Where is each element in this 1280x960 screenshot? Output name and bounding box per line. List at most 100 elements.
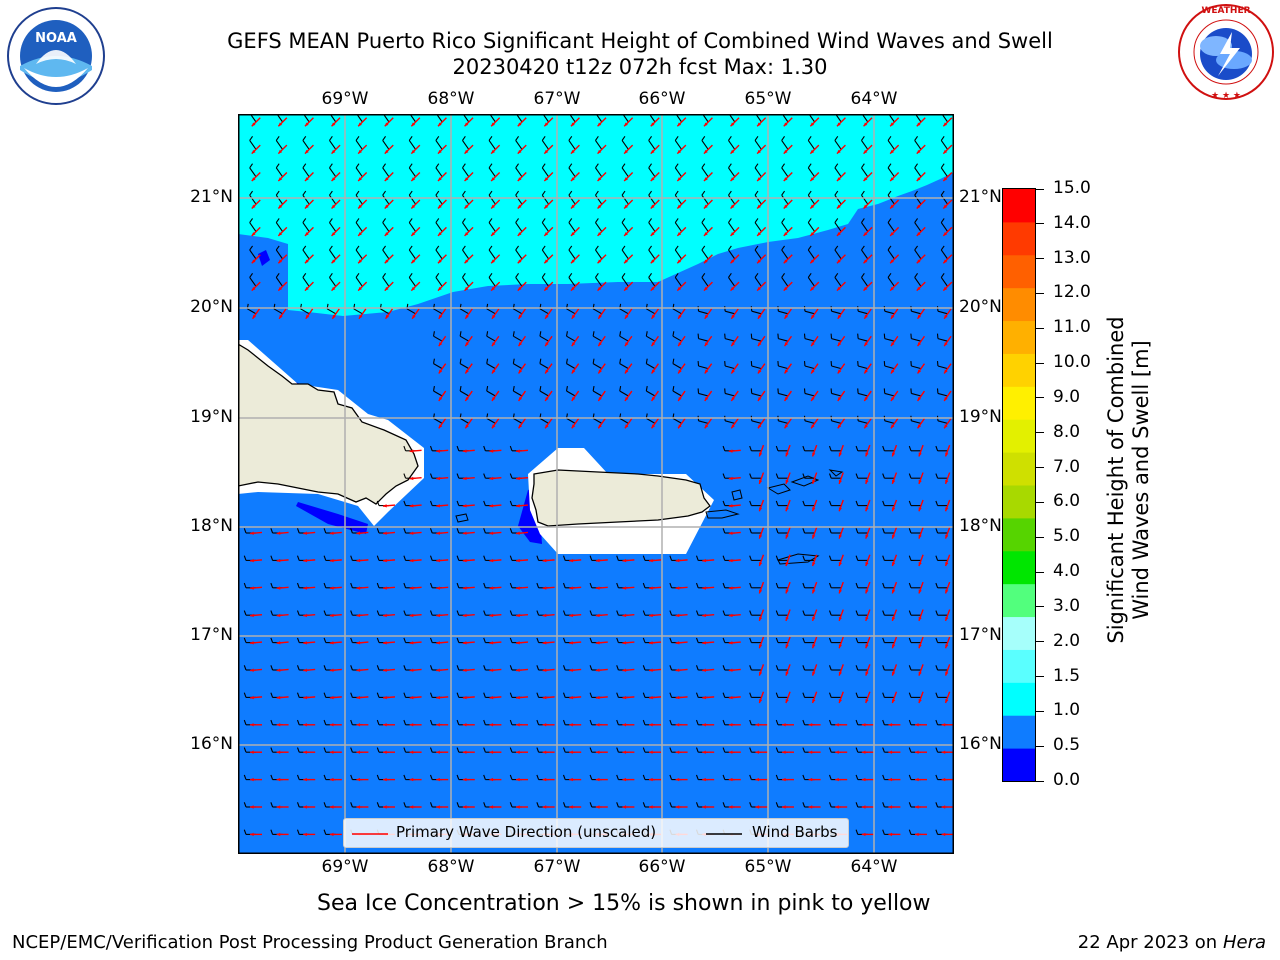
wind-barb bbox=[831, 338, 842, 342]
wave-direction-arrowhead bbox=[651, 342, 656, 347]
wave-direction-arrowhead bbox=[278, 259, 283, 264]
wind-barb-feather bbox=[855, 747, 859, 753]
wave-direction-arrowhead bbox=[891, 562, 896, 567]
wind-barb-feather bbox=[376, 555, 380, 561]
wind-barb-feather bbox=[355, 190, 360, 196]
wind-barb-feather bbox=[512, 331, 515, 337]
wind-barb-feather bbox=[376, 610, 380, 616]
colorbar-tick-label: 12.0 bbox=[1053, 282, 1091, 303]
wave-direction-arrowhead bbox=[728, 558, 733, 563]
wind-barb-feather bbox=[807, 163, 812, 169]
wave-direction-arrowhead bbox=[384, 232, 389, 236]
wind-barb bbox=[459, 308, 470, 315]
wind-barb-feather bbox=[669, 802, 673, 808]
wave-direction-arrowhead bbox=[624, 396, 629, 401]
wave-direction-arrowhead bbox=[251, 259, 256, 264]
wave-direction-arrowhead bbox=[304, 204, 309, 209]
wave-direction-arrowhead bbox=[757, 342, 762, 347]
wave-direction-arrowhead bbox=[622, 668, 627, 672]
wind-barb bbox=[515, 249, 523, 260]
wind-barb-feather bbox=[834, 245, 839, 251]
wave-direction-arrowhead bbox=[651, 396, 656, 401]
wave-direction-arrowhead bbox=[491, 369, 496, 374]
island bbox=[455, 513, 469, 523]
wind-barb-feather bbox=[462, 190, 466, 196]
wave-direction-arrowhead bbox=[811, 424, 815, 429]
wave-direction-arrowhead bbox=[436, 476, 440, 481]
wind-barb-feather bbox=[509, 555, 513, 561]
wave-direction-arrowhead bbox=[383, 695, 387, 700]
wind-barb-feather bbox=[350, 610, 353, 616]
wave-direction-arrowhead bbox=[329, 668, 334, 672]
wind-barb bbox=[302, 194, 310, 205]
wind-barb-feather bbox=[435, 190, 440, 196]
wind-barb bbox=[355, 194, 363, 205]
wind-barb-feather bbox=[382, 190, 387, 196]
wind-barb bbox=[804, 365, 815, 370]
wave-direction-arrowhead bbox=[569, 668, 573, 672]
wave-direction-arrowhead bbox=[943, 204, 948, 209]
wind-barb-feather bbox=[701, 245, 706, 251]
footer-date-text: 22 Apr 2023 on bbox=[1077, 932, 1223, 953]
wind-barb bbox=[619, 308, 629, 315]
wind-barb bbox=[834, 277, 842, 287]
wave-direction-arrowhead bbox=[438, 369, 443, 374]
wave-direction-arrowhead bbox=[678, 342, 682, 347]
wave-direction-arrowhead bbox=[865, 562, 869, 567]
wave-direction-arrowhead bbox=[569, 641, 573, 645]
wave-direction-arrowhead bbox=[703, 177, 708, 182]
colorbar-tick-label: 0.0 bbox=[1053, 770, 1081, 790]
wind-barb-feather bbox=[908, 610, 912, 616]
wind-barb-feather bbox=[512, 358, 515, 364]
wind-barb bbox=[568, 277, 576, 287]
wind-barb-feather bbox=[775, 637, 779, 643]
wind-barb bbox=[486, 363, 496, 370]
wave-direction-arrowhead bbox=[383, 723, 387, 727]
wave-direction-arrowhead bbox=[728, 504, 733, 508]
wave-direction-arrowhead bbox=[728, 695, 733, 700]
wind-barb bbox=[355, 249, 363, 260]
wind-barb bbox=[672, 335, 682, 342]
wave-direction-arrowhead bbox=[810, 259, 815, 264]
wave-direction-arrowhead bbox=[462, 586, 467, 590]
wave-direction-arrowhead bbox=[888, 750, 893, 754]
wind-barb-feather bbox=[775, 774, 779, 780]
wave-direction-arrowhead bbox=[489, 613, 494, 618]
wind-barb-feather bbox=[616, 802, 619, 808]
wind-barb-feather bbox=[828, 802, 832, 808]
wind-barb-feather bbox=[275, 218, 280, 223]
wave-direction-arrowhead bbox=[597, 122, 602, 127]
wind-barb bbox=[831, 420, 842, 424]
wind-barb-feather bbox=[376, 500, 380, 506]
wave-direction-arrowhead bbox=[329, 777, 334, 782]
wave-direction-arrowhead bbox=[436, 558, 440, 563]
wave-direction-arrowhead bbox=[943, 149, 948, 154]
wind-barb-feather bbox=[828, 610, 832, 616]
wave-direction-arrowhead bbox=[518, 396, 523, 401]
wind-barb-feather bbox=[728, 190, 732, 196]
wind-barb bbox=[515, 140, 523, 150]
wind-barb bbox=[353, 308, 363, 315]
wind-barb bbox=[382, 194, 390, 205]
lat-label-left: 21°N bbox=[190, 187, 233, 207]
wave-direction-arrowhead bbox=[703, 122, 708, 127]
wave-direction-arrowhead bbox=[516, 805, 520, 809]
wind-barb bbox=[672, 390, 682, 397]
wind-barb-feather bbox=[701, 163, 706, 169]
wave-direction-arrowhead bbox=[595, 641, 600, 645]
wind-barb-feather bbox=[483, 802, 486, 808]
wave-direction-arrowhead bbox=[728, 668, 733, 672]
wave-direction-arrowhead bbox=[703, 286, 708, 291]
wave-direction-arrowhead bbox=[757, 122, 761, 127]
wave-direction-arrowhead bbox=[811, 369, 815, 374]
wave-direction-arrowhead bbox=[891, 534, 896, 539]
wind-barb-feather bbox=[828, 555, 832, 561]
wave-direction-arrowhead bbox=[303, 586, 307, 590]
wind-barb bbox=[408, 194, 417, 205]
wave-direction-arrowhead bbox=[916, 122, 921, 127]
wave-direction-arrowhead bbox=[358, 177, 362, 182]
wave-direction-arrowhead bbox=[329, 723, 334, 727]
wave-direction-arrowhead bbox=[945, 452, 949, 457]
wind-barb-feather bbox=[429, 582, 433, 588]
wind-barb-feather bbox=[728, 245, 732, 251]
